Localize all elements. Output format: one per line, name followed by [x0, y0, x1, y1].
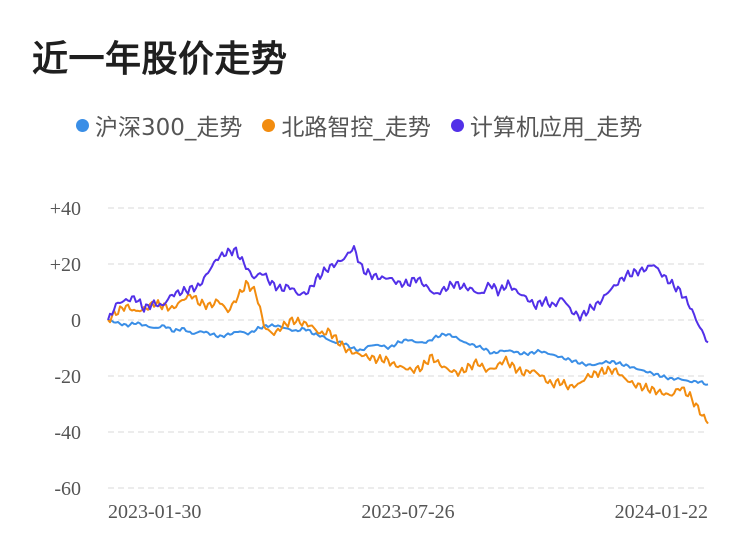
- y-tick-label: -20: [54, 366, 81, 388]
- y-tick-label: +40: [50, 198, 81, 220]
- y-axis-ticks: +40 +20 0 -20 -40 -60: [50, 198, 81, 500]
- grid-lines: [108, 207, 708, 489]
- y-tick-label: -60: [54, 478, 81, 500]
- y-tick-label: -40: [54, 422, 81, 444]
- y-tick-label: +20: [50, 254, 81, 276]
- series-line-1: [107, 279, 709, 425]
- legend-item-computer-app[interactable]: 计算机应用_走势: [450, 108, 643, 142]
- x-tick-label: 2023-01-30: [108, 501, 201, 523]
- chart-title: 近一年股价走势: [32, 39, 288, 80]
- x-tick-label: 2023-07-26: [361, 501, 454, 523]
- legend-dot-icon: [76, 118, 89, 132]
- legend-item-hs300[interactable]: 沪深300_走势: [76, 108, 242, 142]
- chart-legend: 沪深300_走势 北路智控_走势 计算机应用_走势: [76, 108, 662, 142]
- series-lines: [107, 245, 709, 425]
- legend-label: 计算机应用_走势: [469, 115, 643, 141]
- x-axis-ticks: 2023-01-30 2023-07-26 2024-01-22: [108, 501, 708, 523]
- legend-dot-icon: [262, 118, 276, 132]
- legend-label: 北路智控_走势: [281, 115, 431, 141]
- legend-dot-icon: [450, 118, 464, 132]
- legend-label: 沪深300_走势: [95, 115, 243, 141]
- x-tick-label: 2024-01-22: [615, 501, 708, 523]
- series-line-0: [107, 319, 709, 386]
- series-line-2: [107, 245, 709, 344]
- y-tick-label: 0: [71, 310, 81, 332]
- legend-item-beilu[interactable]: 北路智控_走势: [262, 108, 431, 142]
